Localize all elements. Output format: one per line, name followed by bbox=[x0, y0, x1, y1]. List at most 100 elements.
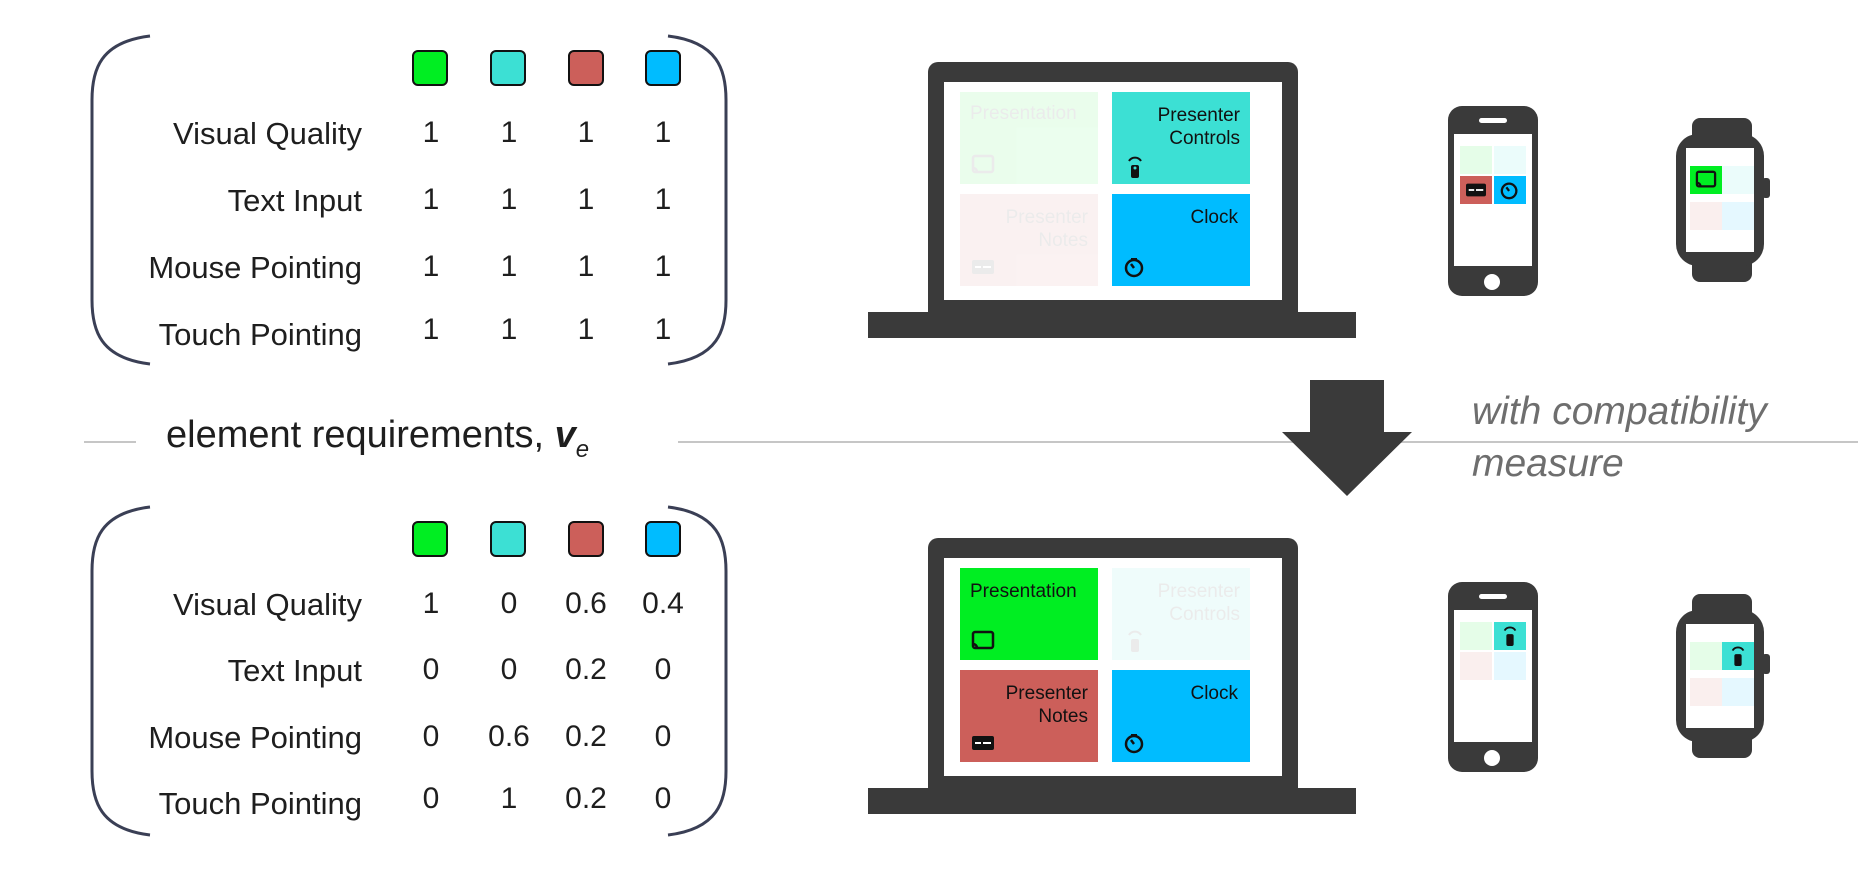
tile-label: Presenter Notes bbox=[1006, 206, 1088, 252]
mini-tile-clock bbox=[1722, 678, 1754, 706]
mini-tile-presenter-notes bbox=[1460, 176, 1492, 204]
mini-tile-presenter-controls bbox=[1722, 642, 1754, 670]
tile-label-line-2: Notes bbox=[1038, 706, 1088, 727]
tile-label-line-1: Presenter bbox=[1005, 207, 1088, 228]
mini-tile-clock bbox=[1722, 202, 1754, 230]
cell: 1 bbox=[577, 116, 595, 149]
phone-home-button bbox=[1484, 750, 1500, 766]
compatibility-measure-label: with compatibility measure bbox=[1472, 386, 1767, 490]
phone-screen bbox=[1454, 134, 1532, 266]
cell: 1 bbox=[500, 313, 518, 346]
cell: 0 bbox=[654, 782, 672, 815]
row-label-text-input: Text Input bbox=[227, 183, 362, 218]
mini-tile-presenter-controls bbox=[1494, 146, 1526, 174]
compatibility-line-1: with compatibility bbox=[1472, 390, 1767, 433]
phone-screen bbox=[1454, 610, 1532, 742]
tile-presentation: Presentation bbox=[960, 92, 1098, 184]
cell: 1 bbox=[577, 313, 595, 346]
tile-label-line-2: Notes bbox=[1038, 230, 1088, 251]
cell: 0.2 bbox=[565, 720, 607, 753]
tile-label: Presenter Notes bbox=[1006, 682, 1088, 728]
color-key-clock bbox=[645, 521, 681, 557]
cell: 1 bbox=[500, 782, 518, 815]
row-label-mouse-pointing: Mouse Pointing bbox=[148, 720, 362, 755]
remote-icon bbox=[1128, 156, 1142, 178]
matrix-bottom-brackets bbox=[90, 505, 728, 837]
tile-label-line-1: Presenter bbox=[1005, 683, 1088, 704]
cell: 1 bbox=[422, 183, 440, 216]
cell: 0.4 bbox=[642, 587, 684, 620]
tile-presenter-notes: Presenter Notes bbox=[960, 670, 1098, 762]
laptop-screen: Presentation Presenter Controls Presente… bbox=[944, 558, 1282, 776]
down-arrow-icon bbox=[1282, 380, 1412, 496]
color-key-presentation bbox=[412, 50, 448, 86]
tile-presenter-controls: Presenter Controls bbox=[1112, 568, 1250, 660]
color-key-presenter-notes bbox=[568, 521, 604, 557]
mini-tile-presenter-notes bbox=[1690, 202, 1722, 230]
divider-line-right bbox=[678, 441, 1858, 443]
watch-top bbox=[1676, 118, 1770, 282]
laptop-base bbox=[868, 312, 1356, 338]
mini-tile-clock bbox=[1494, 652, 1526, 680]
row-label-visual-quality: Visual Quality bbox=[173, 587, 362, 622]
row-label-text-input: Text Input bbox=[227, 653, 362, 688]
mini-tile-presentation bbox=[1460, 146, 1492, 174]
cast-icon bbox=[971, 154, 995, 174]
watch-screen bbox=[1686, 148, 1754, 252]
phone-bottom bbox=[1448, 582, 1538, 772]
mini-tile-presenter-notes bbox=[1690, 678, 1722, 706]
notes-icon bbox=[972, 736, 994, 750]
cell: 1 bbox=[500, 116, 518, 149]
cast-icon bbox=[1695, 170, 1717, 188]
phone-speaker bbox=[1479, 118, 1507, 123]
tile-presenter-notes: Presenter Notes bbox=[960, 194, 1098, 286]
cell: 0 bbox=[422, 782, 440, 815]
cell: 0 bbox=[422, 720, 440, 753]
mini-tile-clock bbox=[1494, 176, 1526, 204]
cell: 1 bbox=[500, 250, 518, 283]
cell: 1 bbox=[577, 183, 595, 216]
cell: 0 bbox=[500, 653, 518, 686]
row-label-mouse-pointing: Mouse Pointing bbox=[148, 250, 362, 285]
element-requirements-label: element requirements, ve bbox=[166, 414, 589, 463]
cell: 1 bbox=[654, 183, 672, 216]
matrix-top-brackets bbox=[90, 34, 728, 366]
watch-crown bbox=[1762, 178, 1770, 198]
color-key-presenter-notes bbox=[568, 50, 604, 86]
element-requirements-text: element requirements, bbox=[166, 414, 545, 456]
mini-tile-presenter-controls bbox=[1722, 166, 1754, 194]
timer-icon bbox=[1500, 182, 1518, 200]
mini-tile-presentation bbox=[1690, 642, 1722, 670]
tile-label-line-2: Controls bbox=[1169, 128, 1240, 149]
requirements-vector-symbol: v bbox=[554, 414, 576, 456]
timer-icon bbox=[1124, 734, 1144, 754]
row-label-touch-pointing: Touch Pointing bbox=[158, 317, 362, 352]
cell: 1 bbox=[500, 183, 518, 216]
phone-home-button bbox=[1484, 274, 1500, 290]
cell: 1 bbox=[577, 250, 595, 283]
color-key-presenter-controls bbox=[490, 50, 526, 86]
watch-crown bbox=[1762, 654, 1770, 674]
laptop-top: Presentation Presenter Controls Presente… bbox=[868, 62, 1356, 352]
divider-line-left bbox=[84, 441, 136, 443]
laptop-bottom: Presentation Presenter Controls Presente… bbox=[868, 538, 1356, 828]
tile-label: Presenter Controls bbox=[1158, 580, 1240, 626]
notes-icon bbox=[1466, 183, 1486, 197]
requirements-vector-subscript: e bbox=[575, 436, 590, 463]
tile-label: Clock bbox=[1190, 683, 1238, 704]
tile-presentation: Presentation bbox=[960, 568, 1098, 660]
cell: 1 bbox=[422, 587, 440, 620]
cell: 1 bbox=[654, 116, 672, 149]
cell: 0.2 bbox=[565, 782, 607, 815]
tile-label: Presentation bbox=[970, 103, 1077, 124]
mini-tile-presentation bbox=[1460, 622, 1492, 650]
cell: 0 bbox=[422, 653, 440, 686]
color-key-clock bbox=[645, 50, 681, 86]
tile-label: Presentation bbox=[970, 581, 1077, 602]
laptop-base bbox=[868, 788, 1356, 814]
matrix-bottom: Visual Quality Text Input Mouse Pointing… bbox=[0, 501, 760, 841]
tile-label: Clock bbox=[1190, 207, 1238, 228]
timer-icon bbox=[1124, 258, 1144, 278]
color-key-presenter-controls bbox=[490, 521, 526, 557]
notes-icon bbox=[972, 260, 994, 274]
